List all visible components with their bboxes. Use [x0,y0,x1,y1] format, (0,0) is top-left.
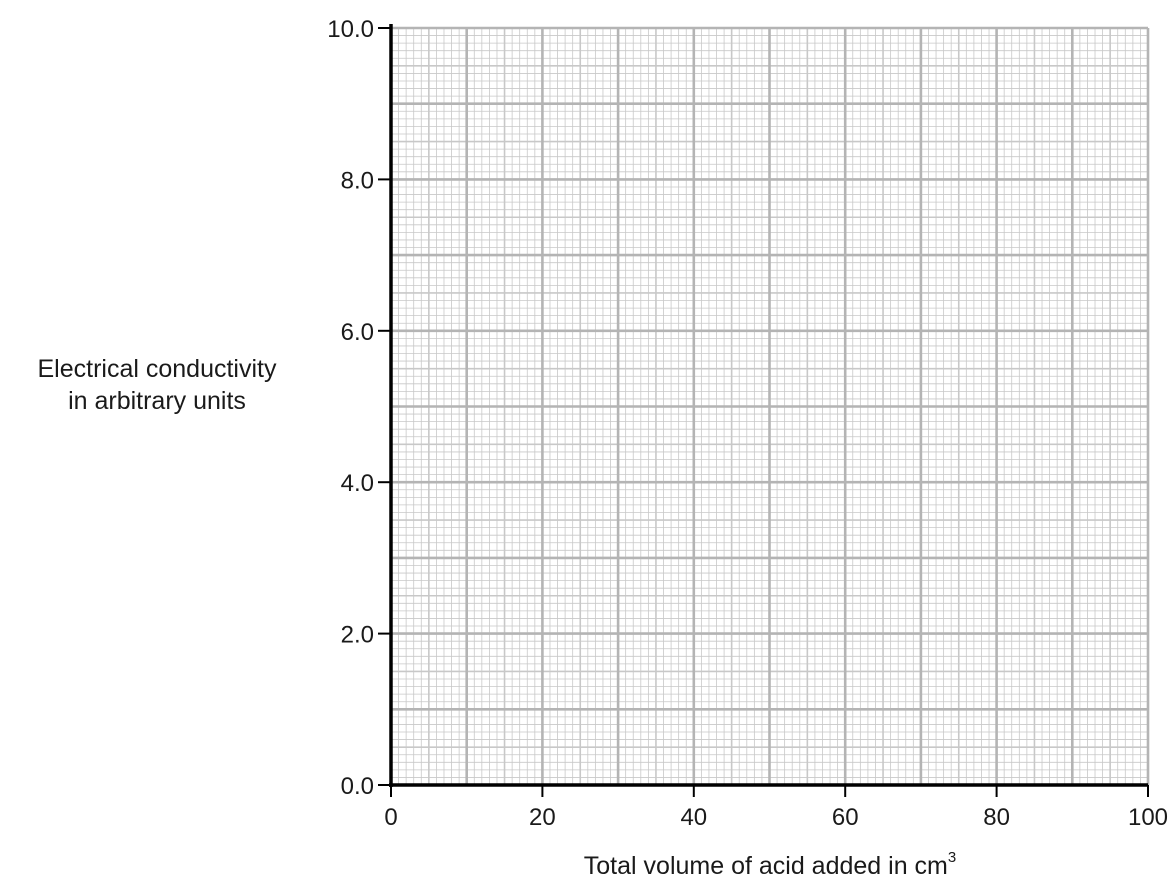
y-tick-label: 8.0 [341,167,374,194]
x-tick-label: 0 [384,804,397,831]
x-tick-label: 80 [983,804,1010,831]
y-tick-label: 0.0 [341,773,374,800]
y-tick-label: 6.0 [341,319,374,346]
y-tick-label: 2.0 [341,622,374,649]
y-tick-label: 10.0 [327,16,374,43]
y-tick-labels: 0.0 2.0 4.0 6.0 8.0 10.0 [327,16,374,800]
x-tick-label: 100 [1128,804,1168,831]
x-tick-label: 40 [680,804,707,831]
axes [389,24,1148,787]
x-axis-title: Total volume of acid added in cm3 [584,849,956,880]
y-axis-title-line-1: Electrical conductivity [38,355,277,383]
x-tick-label: 20 [529,804,556,831]
y-tick-label: 4.0 [341,470,374,497]
x-tick-labels: 0 20 40 60 80 100 [384,804,1168,831]
x-tick-label: 60 [832,804,859,831]
tick-marks [378,27,1149,797]
x-axis-title-text: Total volume of acid added in cm [584,852,948,880]
y-axis-title-line-2: in arbitrary units [68,387,246,415]
major-grid [389,26,1150,787]
x-axis-title-superscript: 3 [948,849,956,866]
